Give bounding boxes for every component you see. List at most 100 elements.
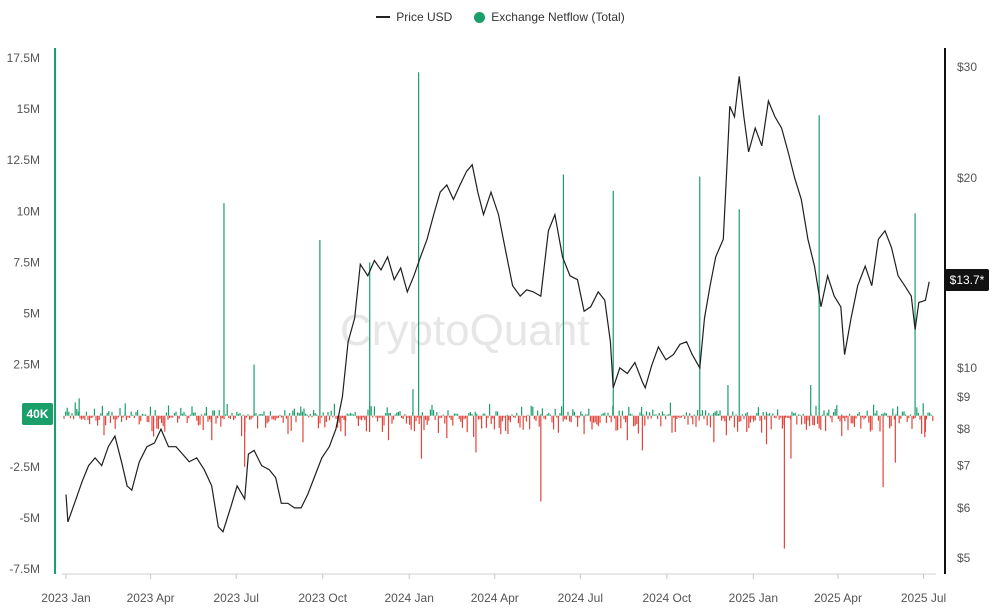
netflow-bar — [391, 415, 393, 424]
netflow-bar — [354, 412, 356, 416]
netflow-bar — [113, 415, 115, 420]
netflow-bar — [421, 412, 423, 416]
netflow-bar — [588, 408, 590, 416]
netflow-bar — [797, 414, 799, 416]
netflow-bar — [225, 414, 227, 416]
netflow-bar — [828, 409, 830, 416]
netflow-bar — [652, 409, 654, 416]
y-left-tick-label: -5M — [19, 511, 40, 525]
netflow-bar — [719, 410, 721, 416]
netflow-bar — [109, 415, 111, 424]
y-left-tick-label: -2.5M — [9, 460, 40, 474]
netflow-bar — [429, 409, 431, 416]
netflow-bar — [340, 415, 342, 432]
netflow-bar — [76, 408, 78, 416]
netflow-bar — [378, 415, 380, 418]
netflow-bar — [908, 415, 910, 419]
x-tick-label: 2024 Oct — [642, 591, 691, 605]
netflow-bar — [585, 414, 587, 416]
netflow-bar — [861, 415, 863, 418]
netflow-bar — [565, 415, 567, 420]
netflow-bar — [621, 410, 623, 416]
netflow-bar — [681, 415, 683, 418]
netflow-bar — [746, 415, 748, 433]
netflow-bar — [469, 412, 471, 416]
netflow-bar — [141, 413, 143, 416]
netflow-bar — [359, 415, 361, 420]
netflow-bar — [677, 415, 679, 418]
price-line[interactable] — [65, 76, 930, 533]
netflow-bar — [191, 406, 193, 416]
netflow-bar — [463, 415, 465, 420]
netflow-bar — [780, 415, 782, 418]
netflow-bar — [284, 410, 286, 416]
netflow-bar — [436, 412, 438, 416]
netflow-bar — [311, 415, 313, 418]
netflow-bar — [794, 412, 796, 416]
netflow-bar — [617, 415, 619, 431]
netflow-bar — [237, 413, 239, 416]
netflow-bar — [871, 415, 873, 431]
netflow-bar — [540, 414, 542, 416]
netflow-bar — [837, 415, 839, 420]
netflow-bar — [85, 411, 87, 416]
netflow-bar — [420, 415, 422, 419]
netflow-bar — [525, 415, 527, 422]
netflow-bar — [713, 415, 715, 443]
netflow-bar — [79, 415, 81, 419]
netflow-bar — [809, 415, 811, 426]
netflow-bar — [754, 415, 756, 421]
netflow-bar — [661, 411, 663, 416]
legend-item-price[interactable]: Price USD — [376, 8, 452, 26]
netflow-bar — [474, 411, 476, 416]
netflow-bar — [133, 415, 135, 419]
netflow-bar — [615, 415, 617, 431]
netflow-bar — [725, 415, 727, 436]
netflow-bar — [685, 412, 687, 416]
netflow-bar — [578, 415, 580, 418]
netflow-bar — [839, 415, 841, 422]
netflow-bar — [399, 411, 401, 416]
netflow-bar — [481, 415, 483, 429]
netflow-bar — [215, 415, 217, 424]
netflow-bar — [507, 415, 509, 435]
netflow-bar — [549, 414, 551, 416]
netflow-bar — [572, 409, 574, 416]
netflow-bar — [597, 415, 599, 427]
netflow-bar — [676, 415, 678, 419]
netflow-bar — [242, 414, 244, 416]
netflow-bar — [818, 115, 820, 416]
netflow-bar — [193, 412, 195, 416]
netflow-bar — [263, 411, 265, 416]
netflow-bar — [674, 415, 676, 433]
netflow-bar — [882, 413, 884, 416]
netflow-bar — [412, 389, 414, 416]
netflow-bar — [84, 415, 86, 421]
netflow-bar — [589, 415, 591, 422]
netflow-bar — [261, 414, 263, 416]
legend-item-netflow[interactable]: Exchange Netflow (Total) — [474, 8, 625, 26]
netflow-bar — [492, 415, 494, 419]
netflow-bar — [569, 415, 571, 422]
netflow-bar — [415, 415, 417, 422]
netflow-bar — [548, 412, 550, 416]
netflow-bar — [197, 415, 199, 426]
netflow-bar — [541, 408, 543, 416]
netflow-bar — [765, 415, 768, 445]
netflow-bar — [77, 411, 79, 416]
netflow-bar — [461, 415, 463, 428]
netflow-bar — [881, 414, 883, 416]
netflow-bar — [879, 415, 881, 432]
netflow-bar — [82, 415, 84, 419]
netflow-bar — [209, 415, 211, 420]
netflow-bar — [387, 415, 390, 441]
netflow-bar — [593, 415, 595, 423]
netflow-bar — [773, 415, 775, 418]
netflow-bar — [874, 413, 876, 416]
netflow-bar — [596, 415, 598, 425]
netflow-bar — [882, 415, 884, 488]
netflow-bar — [791, 411, 793, 416]
netflow-bar — [922, 403, 924, 416]
y-right-tick-label: $20 — [957, 171, 977, 185]
